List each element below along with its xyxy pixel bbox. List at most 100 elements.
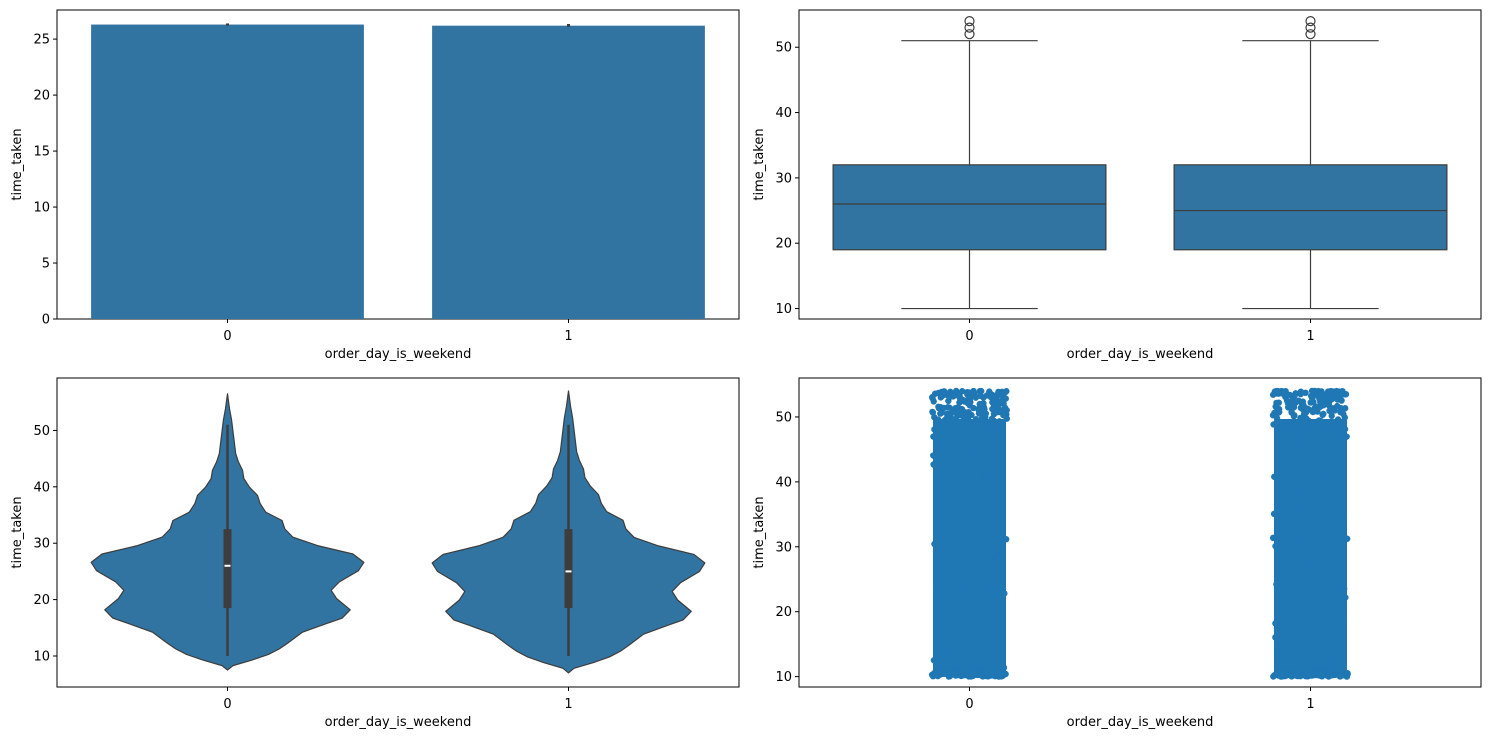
strip-point: [996, 573, 1003, 581]
strip-point: [949, 420, 956, 428]
strip-point: [939, 536, 946, 543]
strip-point: [984, 669, 992, 677]
strip-point: [1308, 553, 1315, 561]
strip-point: [1295, 542, 1302, 549]
strip-point: [1300, 410, 1308, 418]
strip-point: [1333, 633, 1340, 640]
strip-point: [934, 416, 942, 423]
bar: [432, 25, 705, 319]
violin-plot-y-tick-label: 20: [33, 593, 50, 608]
strip-point: [973, 493, 980, 501]
strip-point: [1337, 515, 1345, 523]
strip-point: [930, 433, 937, 440]
strip-point: [972, 461, 979, 469]
strip-point: [1273, 415, 1281, 422]
box-plot-y-tick-label: 20: [775, 237, 792, 252]
violin-plot-violins: [90, 390, 706, 674]
strip-point: [940, 598, 947, 605]
strip-point: [1272, 403, 1279, 410]
strip-point: [929, 409, 937, 416]
strip-point: [1281, 518, 1289, 525]
strip-point: [1274, 648, 1281, 655]
strip-point: [990, 474, 997, 481]
strip-point: [980, 400, 987, 407]
bar-chart-x-tick-label: 0: [223, 329, 231, 344]
strip-point: [945, 655, 953, 662]
strip-point: [989, 405, 996, 413]
strip-point: [1278, 650, 1286, 657]
strip-point: [1291, 502, 1298, 509]
outlier-point: [1305, 16, 1316, 27]
strip-point: [1316, 395, 1323, 402]
strip-point: [1297, 414, 1304, 422]
strip-point: [945, 471, 953, 478]
strip-plot-x-tick-label: 1: [1306, 697, 1314, 712]
strip-point: [978, 387, 985, 395]
strip-point: [1325, 402, 1333, 409]
strip-point: [1343, 433, 1350, 440]
strip-point: [1269, 534, 1277, 542]
strip-point: [930, 657, 938, 664]
strip-point: [1293, 444, 1300, 452]
strip-point: [994, 457, 1001, 464]
strip-point: [1316, 592, 1324, 599]
strip-point: [942, 647, 949, 654]
strip-point: [1309, 672, 1317, 679]
strip-point: [973, 583, 981, 591]
violin-plot-y-tick-label: 50: [33, 424, 50, 439]
strip-point: [950, 671, 958, 678]
strip-point: [965, 482, 973, 490]
strip-point: [1308, 387, 1316, 395]
strip-point: [972, 415, 980, 423]
strip-point: [1300, 649, 1307, 656]
strip-point: [953, 388, 960, 395]
strip-point: [1321, 540, 1328, 547]
strip-point: [945, 565, 952, 572]
strip-point: [1281, 435, 1289, 442]
violin-plot-x-axis-label: order_day_is_weekend: [325, 715, 472, 730]
strip-point: [1288, 673, 1295, 680]
strip-point: [1317, 671, 1324, 679]
strip-point: [1302, 671, 1309, 679]
strip-point: [958, 614, 965, 621]
strip-point: [1334, 396, 1341, 403]
strip-point: [1326, 474, 1334, 481]
strip-point: [965, 488, 972, 495]
strip-point: [1279, 454, 1286, 461]
outlier-point: [1305, 29, 1316, 40]
strip-point: [948, 393, 955, 400]
violin-plot-y-tick-label: 30: [33, 537, 50, 552]
strip-point: [995, 390, 1003, 397]
strip-point: [937, 579, 945, 586]
strip-plot-y-axis-label: time_taken: [752, 496, 767, 568]
strip-point: [1292, 437, 1299, 444]
strip-point: [963, 589, 971, 597]
strip-point: [1315, 641, 1323, 648]
strip-point: [962, 450, 969, 458]
strip-point: [1322, 460, 1329, 467]
strip-plot-y-tick-label: 40: [775, 475, 792, 490]
strip-point: [1334, 416, 1342, 423]
strip-point: [958, 670, 966, 677]
strip-point: [986, 388, 993, 395]
strip-point: [937, 394, 944, 401]
strip-point: [1327, 451, 1334, 458]
strip-plot-points: [928, 387, 1351, 680]
strip-point: [984, 537, 991, 544]
strip-point: [1276, 466, 1283, 473]
box-plot-frame: [798, 9, 1482, 320]
strip-point: [1274, 499, 1282, 506]
bar: [91, 24, 364, 319]
strip-point: [998, 423, 1006, 430]
strip-point: [955, 449, 962, 457]
strip-point: [939, 653, 946, 660]
strip-point: [968, 447, 976, 455]
strip-point: [929, 672, 937, 680]
strip-point: [992, 592, 999, 599]
violin-plot-y-ticks: 10 20 30 40 50: [33, 424, 57, 664]
strip-point: [959, 547, 967, 555]
strip-point: [1271, 473, 1278, 480]
strip-point: [999, 599, 1006, 607]
strip-plot-y-tick-label: 10: [775, 670, 792, 685]
